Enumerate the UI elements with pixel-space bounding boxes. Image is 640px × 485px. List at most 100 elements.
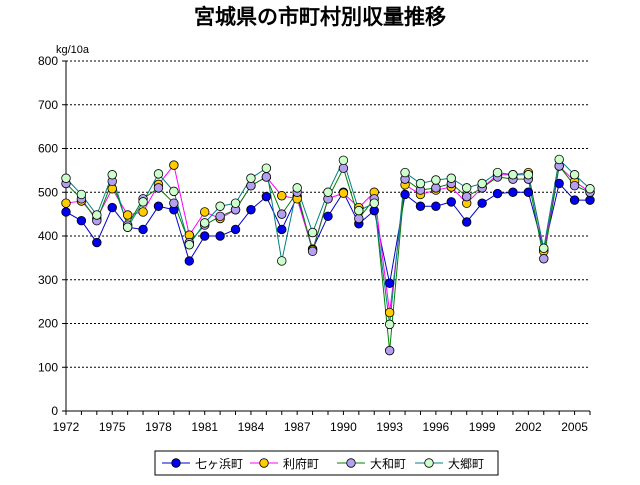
y-tick-label: 600	[38, 142, 58, 156]
data-point	[307, 246, 318, 257]
x-tick-label: 2002	[515, 420, 542, 434]
data-point	[277, 256, 287, 266]
data-point	[230, 224, 241, 235]
data-point	[200, 218, 210, 228]
legend-marker	[259, 458, 269, 468]
data-point	[554, 154, 564, 165]
x-tick-label: 1990	[330, 420, 357, 434]
grid-lines	[66, 60, 590, 368]
series-markers-4	[61, 154, 595, 330]
data-point	[153, 169, 164, 179]
series-4	[65, 158, 591, 325]
legend-marker	[346, 458, 356, 468]
data-point	[184, 240, 194, 250]
data-point	[415, 201, 426, 211]
data-point	[138, 224, 148, 235]
data-point	[431, 201, 441, 211]
legend-label: 利府町	[283, 456, 319, 471]
data-point	[277, 209, 287, 219]
series-2	[65, 163, 591, 313]
y-tick-label: 0	[51, 404, 58, 418]
data-point	[169, 198, 179, 208]
legend: 七ヶ浜町 利府町 大和町 大郷町	[154, 450, 499, 476]
data-point	[354, 205, 364, 216]
data-point	[76, 189, 87, 200]
data-point	[585, 184, 595, 194]
data-point	[338, 188, 349, 198]
data-point	[61, 198, 71, 208]
data-point	[76, 215, 87, 226]
data-point	[477, 198, 487, 208]
y-tick-label: 100	[38, 360, 58, 374]
data-point	[554, 178, 564, 189]
data-point	[323, 211, 333, 222]
data-point	[492, 167, 503, 178]
data-point	[431, 183, 441, 193]
data-point	[307, 227, 318, 238]
data-point	[446, 197, 456, 207]
x-tick-label: 1984	[238, 420, 265, 434]
data-point	[215, 201, 225, 211]
data-point	[508, 170, 518, 180]
data-point	[261, 191, 272, 202]
data-point	[431, 175, 441, 185]
data-point	[261, 163, 272, 173]
axes	[62, 60, 591, 415]
data-point	[369, 198, 379, 208]
y-axis-unit: kg/10a	[56, 44, 90, 56]
y-tick-label: 700	[38, 98, 58, 112]
x-tick-label: 1978	[145, 420, 172, 434]
series-line	[65, 158, 591, 325]
data-point	[338, 155, 349, 166]
data-point	[354, 213, 364, 224]
data-point	[246, 173, 256, 183]
series-group	[61, 154, 595, 356]
y-tick-label: 200	[38, 317, 58, 331]
y-tick-label: 300	[38, 273, 58, 287]
data-point	[384, 307, 395, 318]
data-point	[323, 187, 333, 197]
data-point	[122, 222, 133, 232]
data-point	[261, 172, 272, 182]
data-point	[508, 187, 518, 197]
data-point	[400, 167, 410, 178]
y-tick-label: 400	[38, 229, 58, 243]
legend-label: 大和町	[370, 457, 406, 471]
x-tick-labels: 1972 1975 1978 1981 1984 1987 1990 1993 1996 1999…	[53, 420, 589, 434]
data-point	[230, 198, 241, 208]
data-point	[61, 207, 71, 217]
data-point	[539, 254, 549, 264]
data-point	[138, 197, 148, 207]
y-tick-label: 500	[38, 185, 58, 199]
data-point	[184, 256, 194, 266]
data-point	[92, 237, 102, 248]
data-point	[200, 207, 210, 217]
data-point	[384, 345, 395, 356]
data-point	[462, 191, 472, 202]
x-tick-label: 2005	[561, 420, 588, 434]
y-tick-labels: 0 100 200 300 400 500 600 700 800	[38, 54, 58, 418]
data-point	[215, 231, 225, 241]
data-point	[61, 173, 71, 183]
data-point	[169, 160, 179, 170]
data-point	[277, 224, 287, 235]
legend-marker	[424, 458, 434, 468]
data-point	[400, 189, 410, 200]
x-tick-label: 1999	[469, 420, 496, 434]
x-tick-label: 1981	[191, 420, 218, 434]
data-point	[153, 183, 164, 193]
data-point	[138, 207, 148, 217]
data-point	[107, 202, 117, 213]
data-point	[92, 210, 102, 220]
data-point	[477, 178, 487, 189]
data-point	[153, 201, 164, 211]
data-point	[122, 210, 133, 220]
data-point	[569, 170, 580, 180]
data-point	[338, 163, 349, 173]
data-point	[492, 188, 503, 199]
data-point	[107, 170, 117, 180]
data-point	[462, 217, 472, 227]
x-tick-label: 1987	[284, 420, 311, 434]
data-point	[523, 187, 534, 197]
